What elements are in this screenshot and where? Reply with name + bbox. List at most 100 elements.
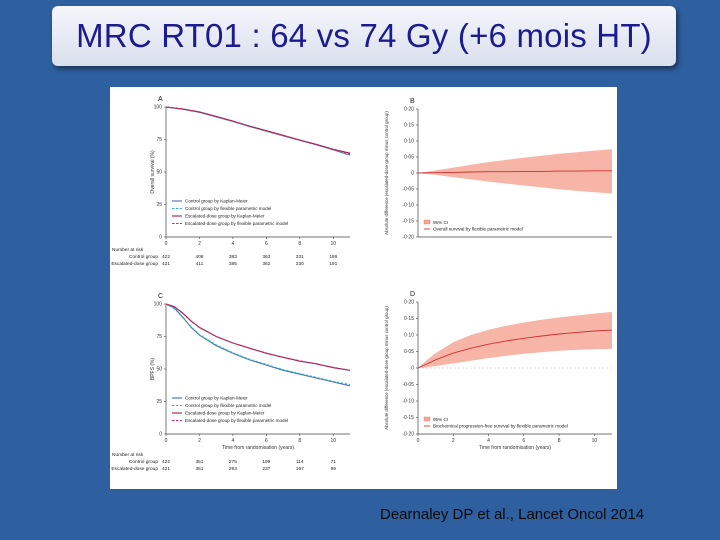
panel-c-series-1: [165, 303, 351, 386]
panel-c-risk-header: Number at risk: [112, 452, 144, 458]
panel-a-risk-value: 385: [229, 261, 237, 267]
panel-d-ytick-label: 0·10: [404, 333, 414, 339]
panel-d-ytick-label: -0·20: [402, 432, 414, 438]
panel-a-xtick-label: 2: [198, 241, 201, 247]
panel-d-legend-swatch-ci: [423, 416, 431, 422]
panel-a-series-1: [165, 106, 351, 155]
panel-b-ytick-label: -0·15: [402, 219, 414, 225]
panel-d-ytick-label: -0·10: [402, 399, 414, 405]
panel-d-xtick-label: 2: [452, 438, 455, 444]
panel-c-risk-value: 351: [195, 459, 203, 465]
panel-d-ytick-label: 0: [411, 366, 414, 372]
figure-panel: A 0 25 50 75 100 0 2 4 6 8 10 Overall survival (%) Co…: [110, 87, 617, 489]
panel-d-ytick-label: -0·05: [402, 382, 414, 388]
panel-a-risk-value: 331: [296, 254, 304, 260]
panel-b-ylabel: Absolute difference (escalated-dose grou…: [384, 111, 389, 235]
panel-d-legend-label-0: 95% CI: [433, 417, 448, 422]
panel-c-series-2: [165, 303, 351, 371]
panel-c-risk-value: 422: [162, 459, 170, 465]
panel-c-legend-label-0: Control group by Kaplan-Meier: [185, 396, 248, 401]
panel-c-ytick-label: 100: [154, 302, 163, 308]
panel-d-xtick-label: 4: [487, 438, 490, 444]
panel-c-risk-row-label: Control group: [129, 459, 158, 465]
panel-d-difference-line: [417, 329, 613, 369]
panel-c-risk-value: 99: [331, 466, 337, 472]
panel-a-risk-value: 189: [329, 254, 337, 260]
panel-d-ytick-label: 0·20: [404, 300, 414, 306]
panel-b-ytick-label: -0·10: [402, 203, 414, 209]
panel-b-legend-label-0: 95% CI: [433, 220, 448, 225]
panel-a-ytick-label: 50: [156, 170, 162, 176]
panel-a-risk-row-label: Escalated-dose group: [111, 261, 158, 267]
citation: Dearnaley DP et al., Lancet Oncol 2014: [380, 506, 645, 523]
panel-a-legend-label-2: Escalated-dose group by Kaplan-Meier: [185, 214, 265, 219]
panel-c-risk-value: 275: [229, 459, 237, 465]
panel-c-xlabel: Time from randomisation (years): [222, 445, 294, 451]
panel-a-xtick-label: 0: [165, 241, 168, 247]
panel-b-letter: B: [410, 98, 415, 105]
panel-a-letter: A: [158, 96, 163, 103]
panel-a-ytick-label: 100: [154, 105, 163, 111]
panel-a-legend-label-0: Control group by Kaplan-Meier: [185, 199, 248, 204]
panel-c-xtick-label: 8: [298, 438, 301, 444]
panel-b-ytick-label: 0: [411, 171, 414, 177]
panel-b-ytick-label: -0·20: [402, 235, 414, 241]
panel-a-risk-value: 363: [262, 254, 270, 260]
panel-a-risk-value: 422: [162, 254, 170, 260]
panel-c-ylabel: BPFS (%): [150, 358, 156, 381]
panel-a-risk-header: Number at risk: [112, 247, 144, 253]
panel-a-ylabel: Overall survival (%): [150, 150, 156, 194]
panel-a-xtick-label: 6: [265, 241, 268, 247]
panel-c-series-3: [165, 303, 351, 371]
panel-a-risk-value: 411: [196, 261, 204, 267]
panel-d-xtick-label: 6: [522, 438, 525, 444]
panel-a-ytick-label: 75: [156, 137, 162, 143]
panel-c-xtick-label: 4: [232, 438, 235, 444]
panel-c-legend-label-1: Control group by flexible parametric mod…: [185, 403, 271, 408]
panel-c-risk-value: 351: [195, 466, 203, 472]
panel-d-letter: D: [410, 291, 415, 298]
panel-c-risk-value: 237: [262, 466, 270, 472]
panel-c-risk-row-label: Escalated-dose group: [111, 466, 158, 472]
panel-a-xtick-label: 4: [232, 241, 235, 247]
panel-a-risk-value: 408: [195, 254, 203, 260]
panel-c-xtick-label: 10: [330, 438, 336, 444]
panel-b-ytick-label: 0·10: [404, 139, 414, 145]
panel-b-difference-line: [417, 170, 612, 174]
panel-a-xtick-label: 10: [330, 241, 336, 247]
slide-title: MRC RT01 : 64 vs 74 Gy (+6 mois HT): [76, 17, 652, 54]
panel-c-risk-value: 167: [296, 466, 304, 472]
panel-a-ytick-label: 25: [156, 202, 162, 208]
panel-c-legend-label-3: Escalated-dose group by flexible paramet…: [185, 418, 288, 423]
panel-c-series-0: [165, 303, 351, 387]
panel-c-letter: C: [158, 293, 163, 300]
panel-b-ytick-label: -0·05: [402, 187, 414, 193]
panel-c-xtick-label: 0: [165, 438, 168, 444]
panel-d-xtick-label: 8: [558, 438, 561, 444]
panel-d-legend-label-1: Biochemical progression-free survival by…: [433, 424, 568, 429]
panel-a-risk-value: 330: [296, 261, 304, 267]
panel-c-ytick-label: 0: [159, 432, 162, 438]
panel-d-ylabel: Absolute difference (escalated-dose grou…: [384, 306, 389, 430]
panel-a-ytick-label: 0: [159, 235, 162, 241]
panel-a-risk-row-label: Control group: [129, 254, 158, 260]
panel-a-risk-value: 362: [262, 261, 270, 267]
panel-c-ytick-label: 75: [156, 334, 162, 340]
panel-a-risk-value: 191: [329, 261, 337, 267]
panel-b-legend-swatch-ci: [423, 219, 431, 225]
panel-d-ytick-label: 0·15: [404, 316, 414, 322]
panel-d-xtick-label: 10: [592, 438, 598, 444]
panel-d-xlabel: Time from randomisation (years): [479, 445, 551, 451]
title-box: MRC RT01 : 64 vs 74 Gy (+6 mois HT): [52, 6, 676, 66]
panel-c-risk-value: 293: [229, 466, 237, 472]
panel-c-risk-value: 199: [262, 459, 270, 465]
panel-c-ytick-label: 50: [156, 367, 162, 373]
panel-d-ytick-label: 0·05: [404, 349, 414, 355]
panel-c-xtick-label: 2: [198, 438, 201, 444]
panel-b-ytick-label: 0·05: [404, 155, 414, 161]
panel-d-ytick-label: -0·15: [402, 415, 414, 421]
panel-c-legend-label-2: Escalated-dose group by Kaplan-Meier: [185, 411, 265, 416]
panel-a-series-3: [165, 106, 351, 155]
panel-a-risk-value: 421: [162, 261, 170, 267]
